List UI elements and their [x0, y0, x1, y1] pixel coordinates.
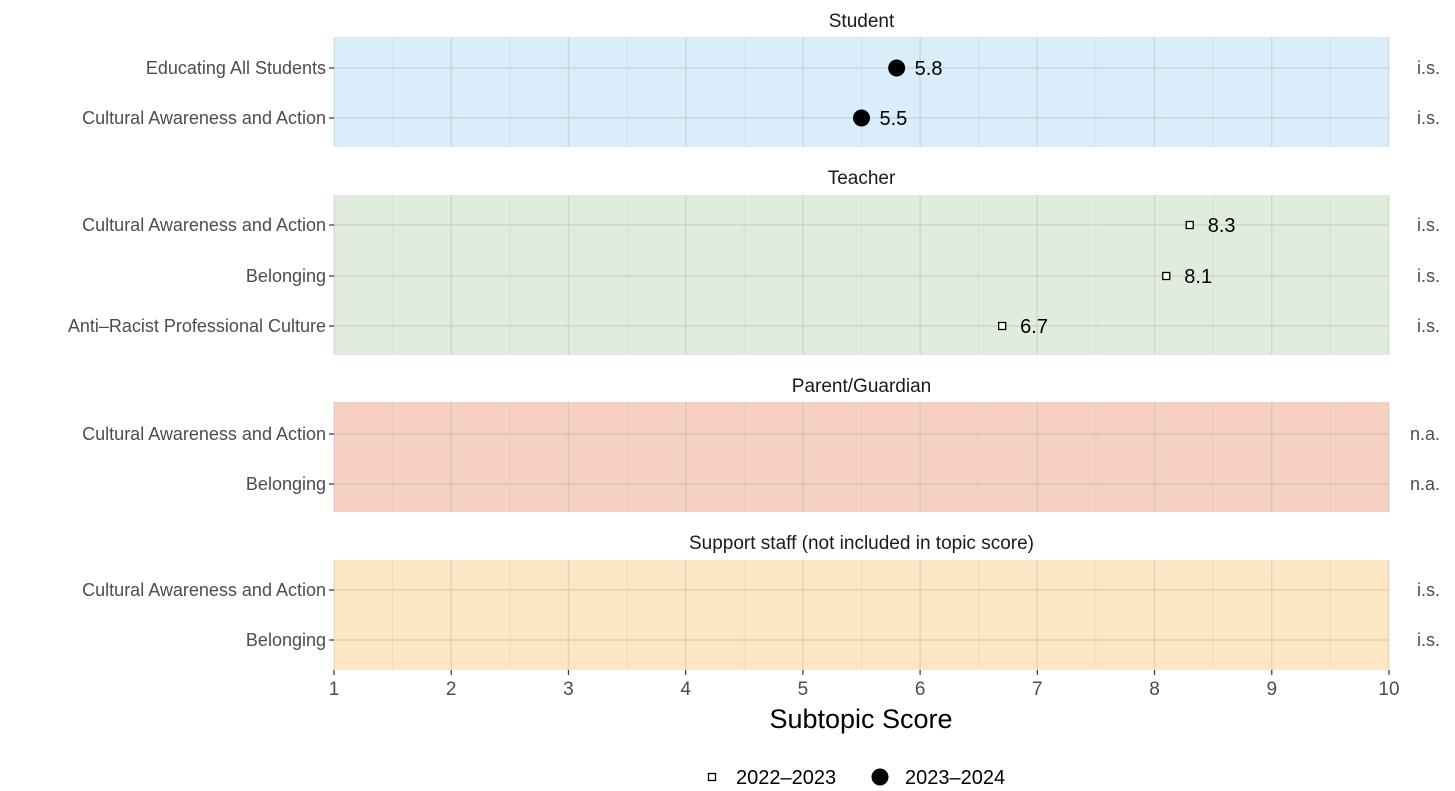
facet-title: Parent/Guardian — [792, 376, 931, 397]
data-label: 8.3 — [1208, 215, 1236, 237]
data-label: 8.1 — [1184, 266, 1212, 288]
point-2022-2023 — [998, 321, 1007, 331]
significance-note: n.a. — [1410, 474, 1440, 494]
row-label: Belonging — [246, 474, 326, 494]
data-label: 5.8 — [915, 58, 943, 80]
row-label: Cultural Awareness and Action — [82, 580, 326, 600]
significance-note: i.s. — [1417, 630, 1440, 650]
x-tick-label: 6 — [915, 679, 926, 700]
significance-note: n.a. — [1410, 424, 1440, 444]
point-2022-2023 — [1162, 271, 1171, 281]
point-2023-2024 — [888, 59, 906, 77]
significance-note: i.s. — [1417, 316, 1440, 336]
row-label: Belonging — [246, 630, 326, 650]
x-tick-label: 7 — [1032, 679, 1043, 700]
legend: 2022–2023 2023–2024 — [707, 767, 1005, 789]
facet-panel: Support staff (not included in topic sco… — [82, 533, 1440, 670]
facet-panel: Parent/Guardian Cultural Awareness and Ac… — [82, 376, 1440, 512]
legend-marker-2023-2024 — [871, 768, 889, 786]
facet-background — [334, 402, 1389, 512]
row-label: Cultural Awareness and Action — [82, 424, 326, 444]
facet-background — [334, 560, 1389, 670]
row-label: Cultural Awareness and Action — [82, 215, 326, 235]
row-label: Educating All Students — [146, 58, 326, 78]
facet-title: Teacher — [828, 168, 896, 189]
point-2023-2024 — [853, 109, 870, 127]
facet-title: Student — [829, 11, 895, 32]
facet-title: Support staff (not included in topic sco… — [689, 533, 1034, 554]
facet-background — [334, 195, 1389, 355]
row-label: Belonging — [246, 266, 326, 286]
x-tick-label: 2 — [446, 679, 457, 700]
x-tick-label: 4 — [680, 679, 691, 700]
data-label: 6.7 — [1020, 316, 1048, 338]
legend-label-2022-2023: 2022–2023 — [736, 767, 836, 789]
facet-background — [334, 37, 1389, 147]
x-tick-label: 9 — [1266, 679, 1277, 700]
x-tick-label: 1 — [329, 679, 340, 700]
x-tick-label: 3 — [563, 679, 574, 700]
significance-note: i.s. — [1417, 108, 1440, 128]
point-2022-2023 — [1185, 220, 1194, 230]
row-label: Anti–Racist Professional Culture — [68, 316, 326, 336]
panels-layer: Student Educating All Students i.s. 5.8 Cult… — [68, 11, 1440, 670]
significance-note: i.s. — [1417, 58, 1440, 78]
facet-panel: Teacher Cultural Awareness and Action i.s.… — [68, 168, 1440, 355]
legend-marker-2022-2023 — [707, 772, 717, 782]
significance-note: i.s. — [1417, 266, 1440, 286]
significance-note: i.s. — [1417, 215, 1440, 235]
x-axis-title: Subtopic Score — [769, 704, 952, 734]
x-tick-label: 5 — [798, 679, 809, 700]
legend-label-2023-2024: 2023–2024 — [905, 767, 1005, 789]
data-label: 5.5 — [880, 108, 908, 130]
significance-note: i.s. — [1417, 580, 1440, 600]
x-axis: 1 2 3 4 5 6 7 8 9 10 — [329, 670, 1400, 700]
x-tick-label: 10 — [1378, 679, 1399, 700]
facet-panel: Student Educating All Students i.s. 5.8 Cult… — [82, 11, 1440, 147]
x-tick-label: 8 — [1149, 679, 1160, 700]
row-label: Cultural Awareness and Action — [82, 108, 326, 128]
